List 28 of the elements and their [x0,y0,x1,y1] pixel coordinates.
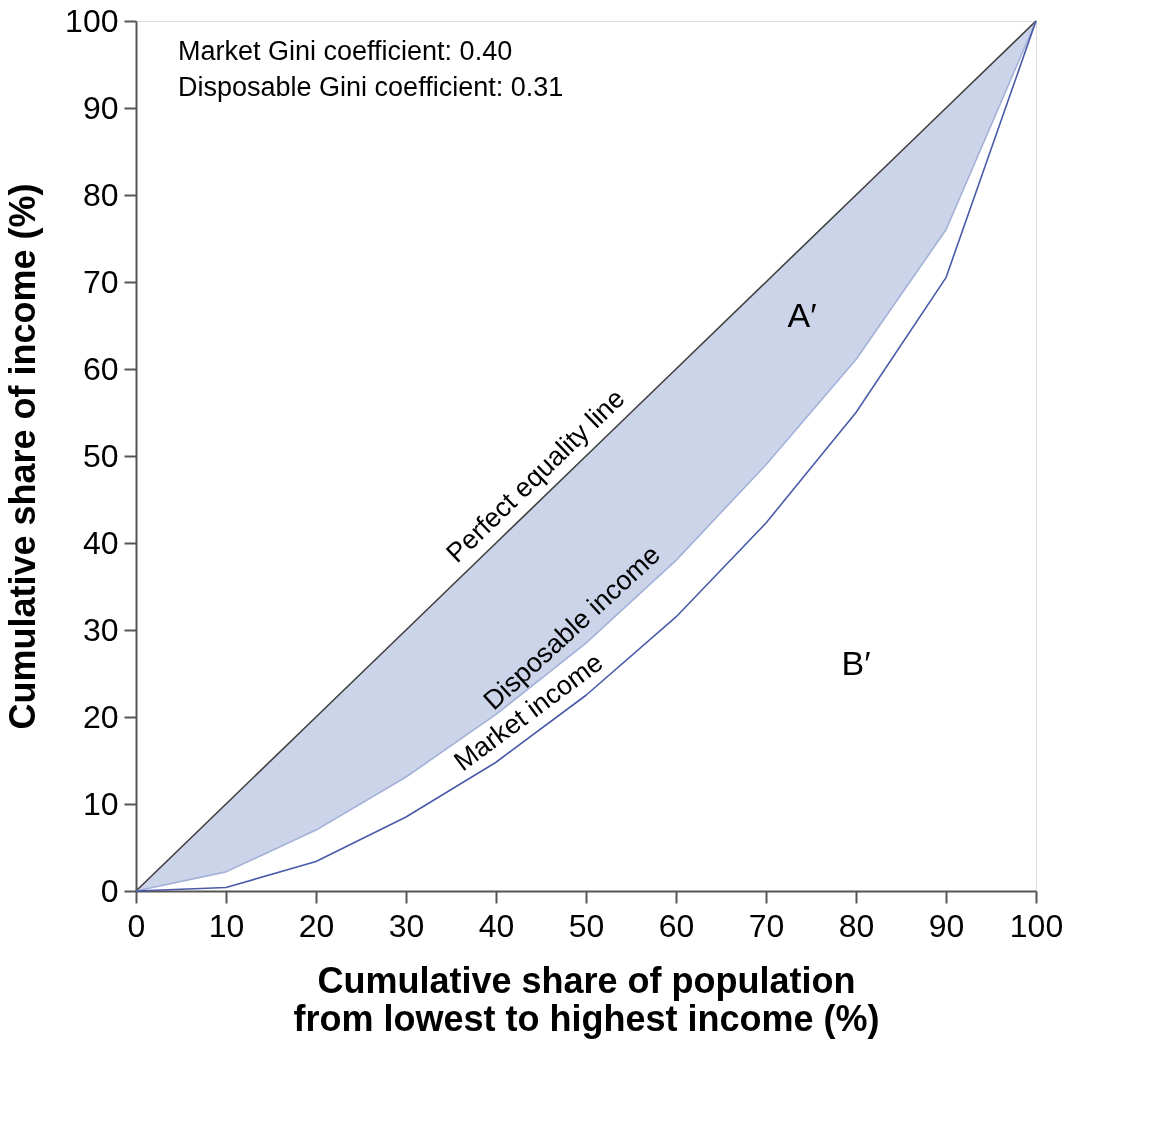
y-tick-label: 20 [82,698,119,735]
y-tick-label: 10 [82,785,119,822]
x-tick-label: 10 [208,907,245,944]
annotation: Market Gini coefficient: 0.40 [178,36,513,66]
x-tick-label: 80 [838,907,875,944]
y-tick-label: 80 [82,176,119,213]
x-tick-label: 0 [127,907,146,944]
x-tick-label: 20 [298,907,335,944]
x-tick-label: 60 [658,907,695,944]
y-tick-label: 60 [82,350,119,387]
x-axis-title: Cumulative share of population from lowest to highest income (%) [293,959,880,1039]
y-tick-label: 50 [82,437,119,474]
y-tick-label: 90 [82,89,119,126]
y-axis-title: Cumulative share of income (%) [2,183,44,730]
x-tick-label: 90 [928,907,965,944]
y-tick-label: 30 [82,611,119,648]
x-tick-label: 70 [748,907,785,944]
annotation: Disposable Gini coefficient: 0.31 [178,72,564,102]
x-tick-label: 50 [568,907,605,944]
x-tick-label: 40 [478,907,515,944]
y-tick-label: 100 [65,2,119,39]
annotation: A′ [787,295,817,334]
x-tick-label: 100 [1009,907,1064,944]
annotation: B′ [841,643,871,682]
y-tick-label: 70 [82,263,119,300]
y-tick-label: 0 [100,872,119,909]
y-tick-label: 40 [82,524,119,561]
x-tick-label: 30 [388,907,425,944]
